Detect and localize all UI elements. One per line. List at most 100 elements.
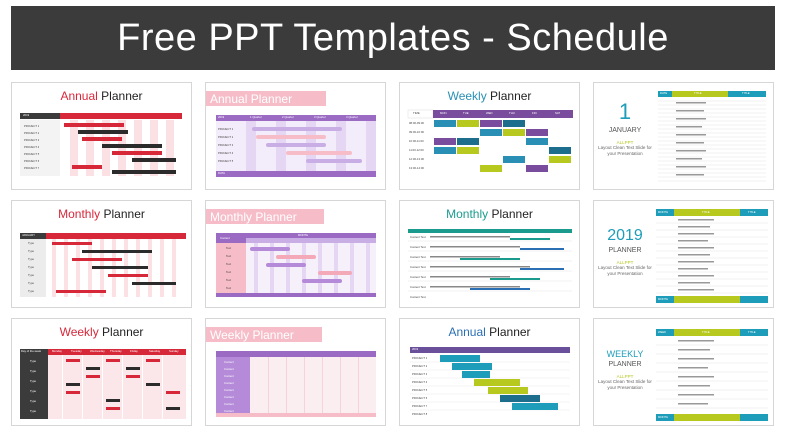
card-title: Annual Planner — [210, 92, 293, 106]
title-word-1: Weekly — [447, 89, 487, 103]
day-header: MON — [440, 112, 447, 115]
weekly-table-thumbnail — [216, 351, 376, 417]
row-label: Type — [28, 290, 35, 293]
card-title: Weekly Planner — [12, 325, 191, 339]
card-weekly-planner-table[interactable]: WEEKLY PLANNER ALLPPT Layout Clean Text … — [593, 318, 774, 426]
time-label: 11:00-12:00 — [409, 149, 424, 152]
year-label: 2019 — [218, 116, 225, 119]
row-label: Type — [30, 370, 37, 373]
card-january-table[interactable]: 1 JANUARY ALLPPT Layout Clean Text Slide… — [593, 82, 774, 190]
day-header: TUE — [463, 112, 469, 115]
row-label: Content Text — [410, 246, 426, 249]
row-label: Type — [30, 390, 37, 393]
title-word-1: Annual — [448, 325, 486, 339]
row-label: Type — [28, 242, 35, 245]
row-label: Type — [28, 274, 35, 277]
time-label: 08:00-09:00 — [409, 122, 424, 125]
row-label: Type — [28, 282, 35, 285]
row-label: Content Text — [410, 256, 426, 259]
row-label: PROJECT 1 — [412, 357, 428, 360]
row-label: PROJECT 3 — [218, 144, 234, 147]
row-label: PROJECT 5 — [412, 389, 428, 392]
row-label: PROJECT 3 — [24, 139, 40, 142]
footer-label: MONTH — [658, 416, 669, 419]
gantt-thumbnail — [216, 115, 376, 177]
pink-banner-shape — [206, 327, 322, 342]
row-label: Type — [30, 410, 37, 413]
card-weekly-planner-pink[interactable]: Weekly Planner Content Content Content C… — [205, 318, 386, 426]
day-header: Thursday — [110, 350, 122, 353]
month-header: MONTH — [298, 234, 309, 237]
time-label: 09:00-10:00 — [409, 131, 424, 134]
title-word-2: Planner — [101, 89, 143, 103]
allppt-label: ALLPPT — [616, 140, 634, 145]
footer-label: DATA — [218, 172, 226, 175]
month-label: JANUARY — [608, 127, 642, 134]
gantt-thumbnail — [20, 233, 186, 297]
row-label: Content — [224, 403, 234, 406]
quarter-label: 3 Quarter — [314, 116, 326, 119]
row-label: Type — [30, 380, 37, 383]
day-header: Monday — [52, 350, 62, 353]
weekly-table-thumbnail — [20, 349, 186, 419]
row-label: Type — [30, 360, 37, 363]
card-2019-planner-table[interactable]: 2019 PLANNER ALLPPT Layout Clean Text Sl… — [593, 200, 774, 308]
card-title: Annual Planner — [400, 325, 579, 339]
row-label: Type — [30, 400, 37, 403]
row-label: PROJECT 8 — [412, 413, 428, 416]
card-title: Annual Planner — [12, 89, 191, 103]
row-label: Content Text — [410, 276, 426, 279]
row-label: PROJECT 2 — [218, 136, 234, 139]
row-label: PROJECT 5 — [24, 153, 40, 156]
side-panel: WEEKLY PLANNER ALLPPT Layout Clean Text … — [598, 349, 652, 390]
card-annual-planner-pink[interactable]: Annual Planner 2019 1 Quarter 2 Quarter … — [205, 82, 386, 190]
row-label: PROJECT 3 — [412, 373, 428, 376]
time-label: 10:00-11:00 — [409, 140, 424, 143]
quarter-label: 1 Quarter — [250, 116, 262, 119]
card-annual-planner-purple[interactable]: Annual Planner 2019 PROJECT 1 PROJECT 2 … — [399, 318, 580, 426]
row-label: Text — [226, 271, 232, 274]
row-label: Content Text — [410, 296, 426, 299]
row-label: Text — [226, 279, 232, 282]
column-header: WEEK — [658, 331, 667, 334]
list-thumbnail — [408, 229, 572, 292]
row-label: PROJECT 4 — [24, 146, 40, 149]
month-number: 1 — [618, 99, 632, 124]
body-text: Layout Clean Text Slide for your Present… — [598, 379, 652, 390]
pink-banner-shape — [206, 209, 324, 224]
planner-label: PLANNER — [608, 361, 642, 368]
weekly-grid-thumbnail — [407, 109, 573, 172]
card-monthly-planner-red[interactable]: Monthly Planner JANUARY Type Type Type T… — [11, 200, 192, 308]
row-label: Content — [224, 396, 234, 399]
card-weekly-planner-teal[interactable]: Weekly Planner TIME MON TUE WED THU FRI … — [399, 82, 580, 190]
year-number: 2019 — [607, 227, 643, 244]
corner-label: Day of the week — [21, 350, 42, 353]
card-title: Weekly Planner — [400, 89, 579, 103]
page-banner: Free PPT Templates - Schedule — [11, 6, 775, 70]
row-label: PROJECT 4 — [218, 152, 234, 155]
card-weekly-planner-red[interactable]: Weekly Planner Day of the week Monday Tu… — [11, 318, 192, 426]
row-label: PROJECT 5 — [218, 160, 234, 163]
day-header: SAT — [555, 112, 561, 115]
column-header: TITLE — [742, 92, 750, 95]
title-word-2: Planner — [102, 325, 144, 339]
title-word-1: Monthly — [58, 207, 101, 221]
row-label: Content — [220, 237, 230, 240]
row-label: PROJECT 7 — [24, 167, 40, 170]
body-text: Layout Clean Text Slide for your Present… — [598, 145, 652, 156]
weekly-label: WEEKLY — [606, 349, 644, 359]
card-annual-planner-red[interactable]: Annual Planner 2019 PROJECT 1 PR — [11, 82, 192, 190]
card-title: Monthly Planner — [210, 210, 297, 224]
card-monthly-planner-pink[interactable]: Monthly Planner MONTH Content Text Text … — [205, 200, 386, 308]
column-header: MONTH — [658, 211, 669, 214]
row-label: Content Text — [410, 236, 426, 239]
card-monthly-planner-teal[interactable]: Monthly Planner Content Text Content Tex… — [399, 200, 580, 308]
planner-label: PLANNER — [608, 247, 642, 254]
column-header: TITLE — [702, 211, 710, 214]
year-label: 2019 — [412, 348, 419, 351]
row-label: PROJECT 1 — [24, 125, 40, 128]
time-label: 13:00-14:00 — [409, 167, 424, 170]
row-label: Text — [226, 287, 232, 290]
time-label: 12:00-13:00 — [409, 158, 424, 161]
row-label: PROJECT 6 — [24, 160, 40, 163]
